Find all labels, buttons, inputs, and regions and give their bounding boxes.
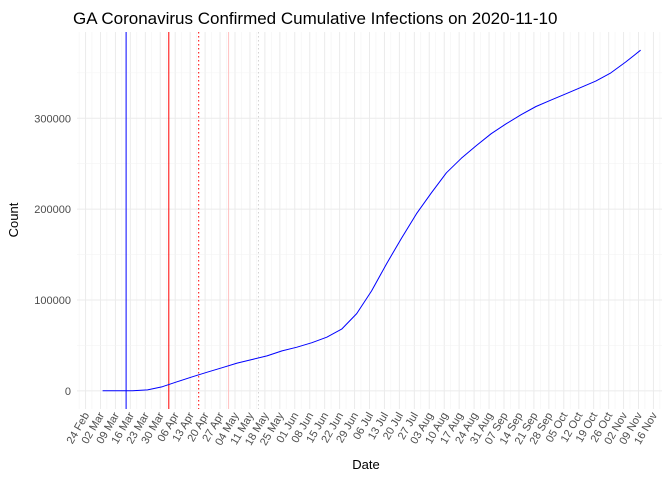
- y-tick-label: 0: [65, 386, 71, 398]
- y-axis-title: Count: [6, 202, 21, 237]
- chart-title: GA Coronavirus Confirmed Cumulative Infe…: [73, 9, 557, 28]
- reference-lines: [125, 32, 259, 409]
- y-tick-label: 100000: [34, 295, 71, 307]
- x-axis-title: Date: [352, 457, 379, 472]
- y-tick-label: 300000: [34, 113, 71, 125]
- series-line: [102, 49, 641, 392]
- grid: [77, 32, 662, 409]
- y-tick-label: 200000: [34, 204, 71, 216]
- series-layer: [102, 49, 641, 392]
- y-axis-ticks: 0 100000 200000 300000: [34, 113, 71, 398]
